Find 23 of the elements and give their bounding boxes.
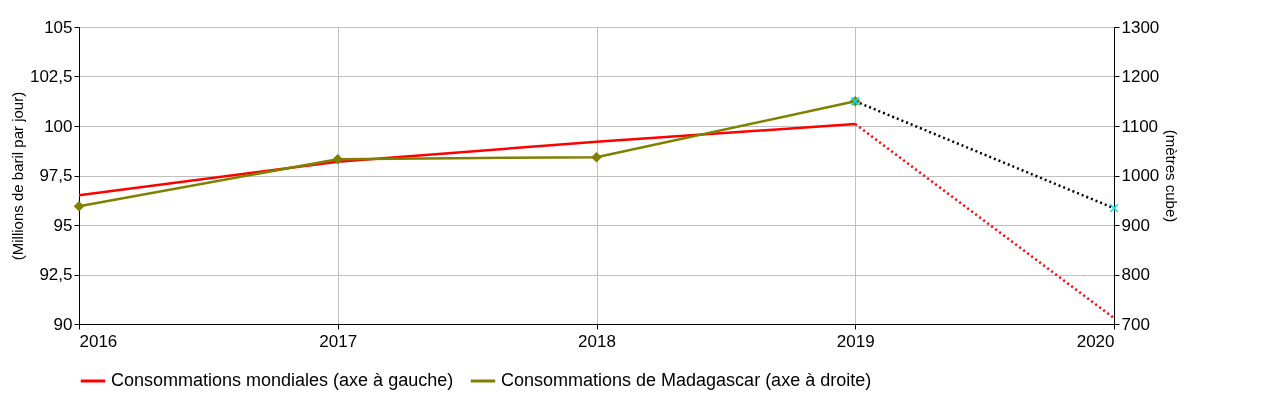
y-tick-label: 105 bbox=[44, 17, 73, 37]
y-tick-label: 100 bbox=[44, 116, 73, 136]
y-axis-title: (Millions de baril par jour) bbox=[8, 91, 26, 261]
x-tick-label: 2019 bbox=[836, 331, 875, 351]
y-tick-label: 95 bbox=[53, 215, 73, 235]
y2-tick-label: 800 bbox=[1121, 265, 1150, 284]
y2-tick-label: 1200 bbox=[1121, 67, 1160, 86]
y2-tick-label: 700 bbox=[1121, 314, 1150, 334]
y-tick-label: 97,5 bbox=[39, 166, 73, 185]
y-tick-label: 92,5 bbox=[39, 265, 73, 284]
y-tick-label: 102,5 bbox=[29, 67, 73, 86]
x-tick-label: 2017 bbox=[319, 331, 358, 351]
y2-tick-label: 1100 bbox=[1121, 116, 1159, 136]
x-tick-label: 2016 bbox=[79, 331, 118, 351]
x-tick-label: 2018 bbox=[578, 331, 616, 351]
y2-axis-title: (mètres cube) bbox=[1163, 129, 1181, 223]
legend-label: Consommations mondiales (axe à gauche) bbox=[111, 370, 454, 390]
y-tick-label: 90 bbox=[53, 314, 73, 334]
x-tick-label: 2020 bbox=[1076, 331, 1115, 351]
y2-tick-label: 1000 bbox=[1121, 166, 1160, 185]
y2-tick-label: 1300 bbox=[1121, 17, 1160, 37]
legend-label: Consommations de Madagascar (axe à droite) bbox=[501, 370, 872, 390]
y2-tick-label: 900 bbox=[1121, 215, 1150, 235]
